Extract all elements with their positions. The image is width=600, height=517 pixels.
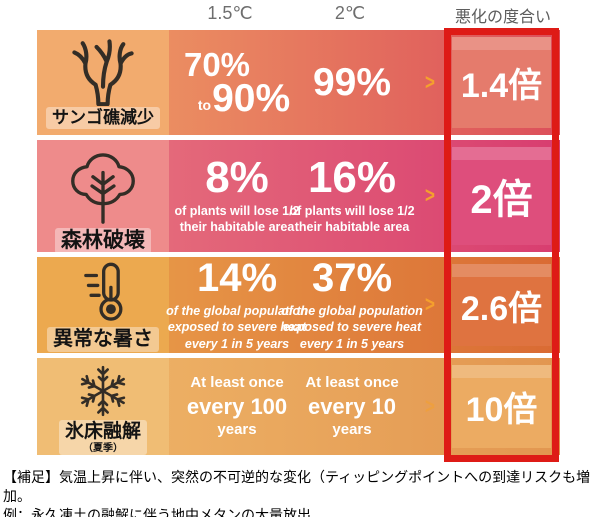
factor-cell-forest: 2倍 — [452, 147, 551, 245]
coral-90pct: 90% — [212, 77, 291, 121]
forest-subtext-2c: of plants will lose 1/2 their habitable … — [289, 204, 415, 234]
ice-value-1-5c: At least once every 100 years — [167, 358, 307, 455]
ice-line1-2c: At least once — [305, 374, 399, 392]
ice-value-2c: At least once every 10 years — [287, 358, 417, 455]
ice-sheet-panel: 氷床融解 （夏季） — [37, 358, 169, 456]
factor-value-forest: 2倍 — [470, 178, 533, 222]
factor-cell-coral: 1.4倍 — [452, 37, 551, 128]
forest-value-1-5c: 8% of plants will lose 1/2 their habitab… — [167, 140, 307, 252]
thermometer-icon — [84, 262, 123, 321]
footnote: 【補足】気温上昇に伴い、突然の不可逆的な変化（ティッピングポイントへの到達リスク… — [3, 468, 597, 517]
heat-value-1-5c: 14% of the global population exposed to … — [166, 256, 308, 353]
forest-subtext-1-5c: of plants will lose 1/2 their habitable … — [174, 204, 300, 234]
forest-8pct: 8% — [205, 153, 269, 203]
coral-value-2c: 99% — [287, 30, 417, 135]
extreme-heat-panel: 異常な暑さ — [37, 257, 169, 353]
row-label-ice-sheet: 氷床融解 （夏季） — [58, 420, 147, 456]
increase-arrow-icon: > — [425, 292, 435, 317]
ice-sheet-season-note: （夏季） — [82, 442, 123, 454]
column-header-1-5c: 1.5℃ — [207, 3, 253, 23]
row-label-extreme-heat: 異常な暑さ — [47, 327, 159, 352]
coral-icon — [72, 39, 134, 106]
increase-arrow-icon: > — [425, 393, 435, 419]
coral-99pct: 99% — [312, 60, 392, 104]
heat-14pct: 14% — [196, 256, 278, 301]
footnote-line1: 【補足】気温上昇に伴い、突然の不可逆的な変化（ティッピングポイントへの到達リスク… — [3, 469, 591, 504]
column-header-2c: 2℃ — [334, 3, 366, 23]
row-label-forest: 森林破壊 — [55, 228, 151, 255]
increase-arrow-icon: > — [425, 69, 435, 95]
forest-value-2c: 16% of plants will lose 1/2 their habita… — [287, 140, 417, 252]
ice-line2-1-5c: every 100 — [186, 393, 288, 419]
heat-37pct: 37% — [311, 256, 393, 301]
coral-70pct: 70% — [183, 46, 251, 84]
coral-reef-panel: サンゴ礁減少 — [37, 30, 169, 135]
coral-value-1-5c: 70% to 90% — [167, 30, 307, 135]
row-label-coral: サンゴ礁減少 — [46, 107, 160, 129]
factor-value-ice: 10倍 — [465, 391, 538, 429]
forest-16pct: 16% — [307, 153, 397, 203]
heat-subtext-2c: of the global population exposed to seve… — [281, 304, 423, 351]
footnote-line2: 例：永久凍土の融解に伴う地中メタンの大量放出 — [3, 507, 311, 517]
heat-value-2c: 37% of the global population exposed to … — [281, 256, 423, 353]
factor-value-coral: 1.4倍 — [460, 67, 543, 105]
forest-panel: 森林破壊 — [37, 140, 169, 255]
factor-cell-ice: 10倍 — [452, 365, 551, 448]
increase-arrow-icon: > — [425, 183, 435, 208]
heat-subtext-1-5c: of the global population exposed to seve… — [166, 304, 308, 351]
snowflake-icon — [80, 365, 126, 417]
factor-cell-heat: 2.6倍 — [452, 264, 551, 346]
ice-line3-2c: years — [332, 421, 372, 439]
ice-sheet-label-text: 氷床融解 — [64, 421, 141, 442]
factor-value-heat: 2.6倍 — [460, 289, 543, 328]
ice-line1-1-5c: At least once — [190, 374, 284, 392]
ice-line3-1-5c: years — [217, 421, 257, 439]
coral-to-text: to — [197, 96, 212, 113]
column-header-worsening: 悪化の度合い — [454, 9, 551, 26]
tree-icon — [71, 153, 135, 224]
ice-line2-2c: every 10 — [307, 393, 397, 419]
